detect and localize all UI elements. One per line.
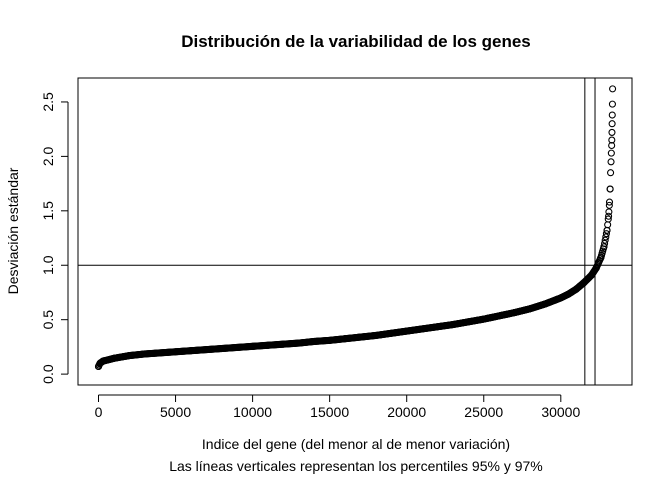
data-point xyxy=(202,346,210,354)
data-point xyxy=(607,169,615,177)
data-point xyxy=(607,158,615,166)
data-point xyxy=(218,344,226,353)
data-point xyxy=(141,350,149,358)
y-tick-label: 1.0 xyxy=(40,255,56,275)
data-point xyxy=(597,254,605,262)
data-point xyxy=(249,342,257,350)
data-point xyxy=(233,343,241,351)
data-point xyxy=(604,221,612,229)
data-point xyxy=(602,233,610,241)
data-point xyxy=(605,212,613,220)
data-point xyxy=(480,315,488,323)
y-tick-label: 0.0 xyxy=(40,364,56,384)
data-point xyxy=(372,331,380,340)
x-tick-label: 10000 xyxy=(233,404,272,420)
data-point xyxy=(341,335,349,343)
y-tick-label: 2.0 xyxy=(40,146,56,166)
data-point xyxy=(604,215,612,223)
x-tick-label: 15000 xyxy=(310,404,349,420)
y-axis-label: Desviación estándar xyxy=(5,167,21,294)
data-point xyxy=(356,333,365,341)
x-tick-label: 20000 xyxy=(387,404,426,420)
x-tick-label: 25000 xyxy=(464,404,503,420)
data-point xyxy=(601,239,609,248)
data-point xyxy=(171,348,180,356)
data-point xyxy=(608,111,616,119)
data-point xyxy=(418,325,426,333)
plot-frame xyxy=(77,77,633,386)
data-point xyxy=(606,185,614,193)
data-point xyxy=(608,120,616,128)
data-point xyxy=(99,357,107,365)
data-point xyxy=(464,318,472,326)
data-point xyxy=(609,85,617,93)
data-point xyxy=(592,264,600,272)
data-point xyxy=(104,356,112,364)
data-point xyxy=(557,294,565,302)
data-point xyxy=(541,300,549,308)
data-point xyxy=(403,327,411,335)
data-point xyxy=(605,198,614,206)
y-tick-label: 1.5 xyxy=(40,201,56,221)
data-point xyxy=(279,340,287,348)
reference-lines xyxy=(78,78,632,385)
data-point xyxy=(264,341,272,349)
y-tick-label: 0.5 xyxy=(40,310,56,330)
data-point xyxy=(310,337,318,346)
data-point xyxy=(605,201,613,209)
data-point xyxy=(600,243,608,251)
x-axis: 0 5000 10000 15000 20000 25000 30000 xyxy=(95,394,580,420)
data-point xyxy=(603,226,611,234)
data-point xyxy=(608,141,616,150)
data-point xyxy=(608,136,616,144)
x-tick-label: 30000 xyxy=(541,404,580,420)
data-point xyxy=(608,100,616,108)
data-point xyxy=(295,339,303,347)
data-point xyxy=(94,362,103,371)
data-point xyxy=(572,285,580,293)
data-point xyxy=(580,279,588,287)
data-point xyxy=(601,236,609,244)
data-point xyxy=(588,271,596,279)
chart-title: Distribución de la variabilidad de los g… xyxy=(181,32,531,51)
x-tick-label: 5000 xyxy=(160,404,191,420)
data-point xyxy=(605,208,613,216)
data-point xyxy=(156,349,164,357)
data-point xyxy=(433,323,442,331)
data-point xyxy=(608,128,616,136)
data-point xyxy=(602,230,610,238)
data-point xyxy=(326,336,334,344)
x-axis-label: Indice del gene (del menor al de menor v… xyxy=(202,436,510,452)
data-point xyxy=(449,321,457,329)
data-points xyxy=(94,85,617,371)
data-point xyxy=(511,309,519,317)
data-point xyxy=(387,329,395,337)
data-point xyxy=(495,312,503,320)
data-point xyxy=(110,354,118,362)
x-tick-label: 0 xyxy=(95,404,103,420)
x-axis-sublabel: Las líneas verticales representan los pe… xyxy=(169,458,543,474)
y-axis: 0.0 0.5 1.0 1.5 2.0 2.5 xyxy=(40,92,69,384)
data-point xyxy=(564,290,573,298)
data-point xyxy=(526,305,534,313)
data-point xyxy=(125,352,133,360)
data-point xyxy=(187,347,195,355)
y-tick-label: 2.5 xyxy=(40,92,56,112)
data-point xyxy=(607,149,615,157)
